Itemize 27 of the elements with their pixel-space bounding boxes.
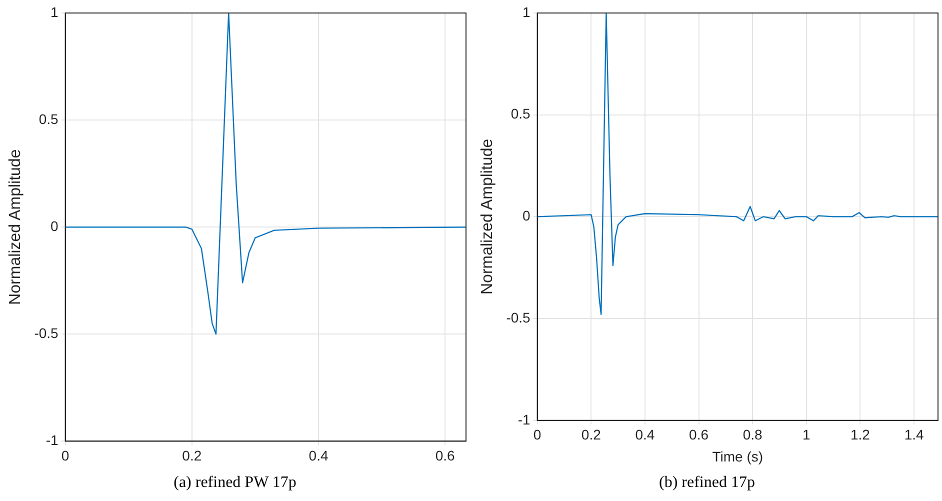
y-tick-label: 1 (50, 4, 59, 20)
x-tick-label: 0.6 (689, 426, 709, 443)
x-tick-label: 0.8 (742, 426, 763, 443)
x-tick-label: 0 (533, 426, 542, 443)
x-tick-label: 0.2 (182, 447, 202, 464)
text: (a) refined PW 17p (174, 474, 296, 492)
x-tick-label: 0 (61, 447, 70, 464)
x-tick-label: 1 (802, 426, 811, 443)
x-tick-label: 0.2 (581, 426, 602, 443)
y-tick-label: -1 (518, 411, 531, 428)
x-tick-label: 0.6 (435, 447, 456, 464)
y-tick-label: -1 (46, 432, 59, 448)
y-tick-label: 1 (522, 4, 531, 20)
y-tick-label: -0.5 (34, 325, 59, 342)
y-axis-title: Normalized Amplitude (479, 138, 496, 295)
y-tick-label: -0.5 (506, 309, 531, 326)
x-tick-label: 1.4 (904, 426, 924, 443)
x-axis-title: Time (s) (712, 448, 764, 464)
text: (b) refined 17p (659, 474, 755, 492)
x-tick-label: 1.2 (850, 426, 870, 443)
y-tick-label: 0 (522, 208, 531, 224)
x-tick-label: 0.4 (308, 447, 328, 464)
y-axis-title: Normalized Amplitude (7, 149, 24, 305)
y-tick-label: 0.5 (510, 106, 531, 122)
y-tick-label: 0 (50, 218, 59, 234)
y-tick-label: 0.5 (38, 110, 59, 127)
x-tick-label: 0.4 (635, 426, 655, 443)
